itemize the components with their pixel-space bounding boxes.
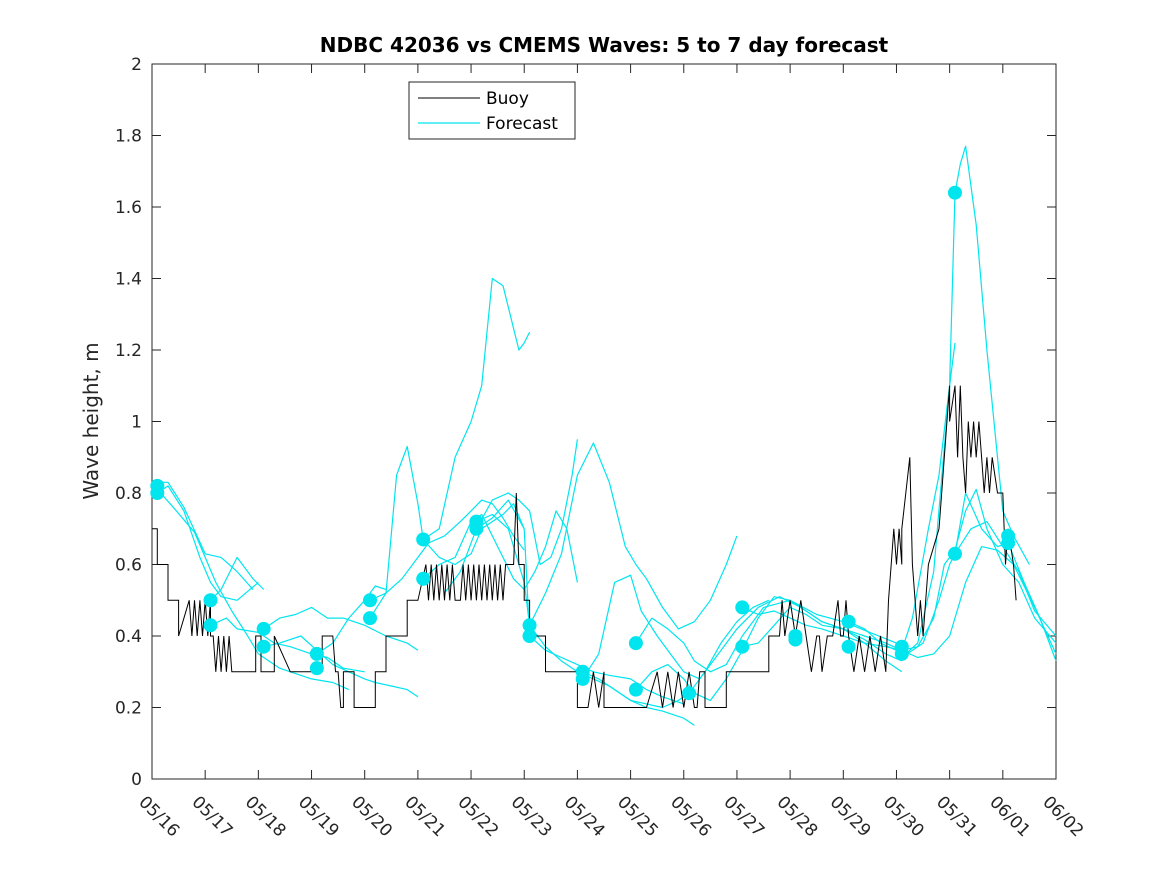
y-tick-label: 1.4: [115, 270, 142, 290]
forecast-marker: [416, 571, 431, 586]
forecast-marker: [309, 661, 324, 676]
forecast-marker: [628, 682, 643, 697]
forecast-marker: [363, 611, 378, 626]
forecast-marker: [203, 618, 218, 633]
forecast-series-line: [263, 606, 419, 651]
forecast-marker: [894, 646, 909, 661]
forecast-marker: [735, 639, 750, 654]
y-tick-label: 1.8: [115, 127, 142, 147]
forecast-series-line: [156, 489, 350, 691]
chart-title: NDBC 42036 vs CMEMS Waves: 5 to 7 day fo…: [320, 33, 889, 57]
forecast-series-line: [422, 510, 578, 591]
forecast-series-line: [582, 599, 770, 709]
forecast-marker: [522, 618, 537, 633]
y-tick-label: 1: [131, 413, 142, 433]
forecast-series-line: [422, 277, 531, 540]
forecast-marker: [1001, 536, 1016, 551]
forecast-series-line: [210, 556, 265, 601]
forecast-marker: [735, 600, 750, 615]
y-tick-label: 1.2: [115, 341, 142, 361]
forecast-marker: [469, 521, 484, 536]
forecast-marker: [522, 629, 537, 643]
forecast-marker: [947, 185, 962, 200]
forecast-marker: [841, 614, 856, 629]
forecast-series-line: [901, 342, 956, 651]
y-tick-label: 0.8: [115, 484, 142, 504]
forecast-series-line: [316, 585, 387, 655]
forecast-series-line: [476, 499, 684, 705]
legend-forecast-label: Forecast: [486, 114, 558, 134]
forecast-series-line: [157, 481, 254, 590]
y-tick-label: 0.4: [115, 627, 142, 647]
forecast-marker: [150, 486, 165, 500]
y-tick-label: 0.6: [115, 556, 142, 576]
legend-box: [408, 81, 576, 140]
y-tick-label: 0: [131, 770, 142, 790]
legend-buoy-label: Buoy: [486, 89, 529, 109]
forecast-marker: [203, 593, 218, 608]
buoy-series-line: [152, 385, 1017, 708]
forecast-marker: [947, 546, 962, 561]
forecast-series-line: [529, 442, 738, 630]
forecast-series-line: [369, 499, 525, 601]
y-tick-label: 0.2: [115, 699, 142, 719]
forecast-marker: [628, 636, 643, 651]
y-tick-label: 1.6: [115, 198, 142, 218]
forecast-marker: [309, 646, 324, 661]
forecast-marker: [788, 632, 803, 647]
forecast-series-line: [901, 145, 1030, 658]
forecast-series-line: [210, 617, 365, 673]
y-tick-label: 2: [131, 55, 142, 75]
forecast-marker: [841, 639, 856, 654]
forecast-marker: [575, 671, 590, 686]
forecast-series-line: [444, 439, 578, 594]
forecast-series-line: [156, 485, 259, 601]
forecast-marker: [256, 621, 271, 636]
y-axis-title: Wave height, m: [79, 342, 103, 499]
forecast-marker: [256, 639, 271, 654]
forecast-marker: [363, 593, 378, 608]
forecast-series-line: [635, 599, 908, 673]
legend: Buoy Forecast: [408, 81, 576, 140]
forecast-marker: [682, 686, 697, 701]
forecast-marker: [416, 532, 431, 547]
